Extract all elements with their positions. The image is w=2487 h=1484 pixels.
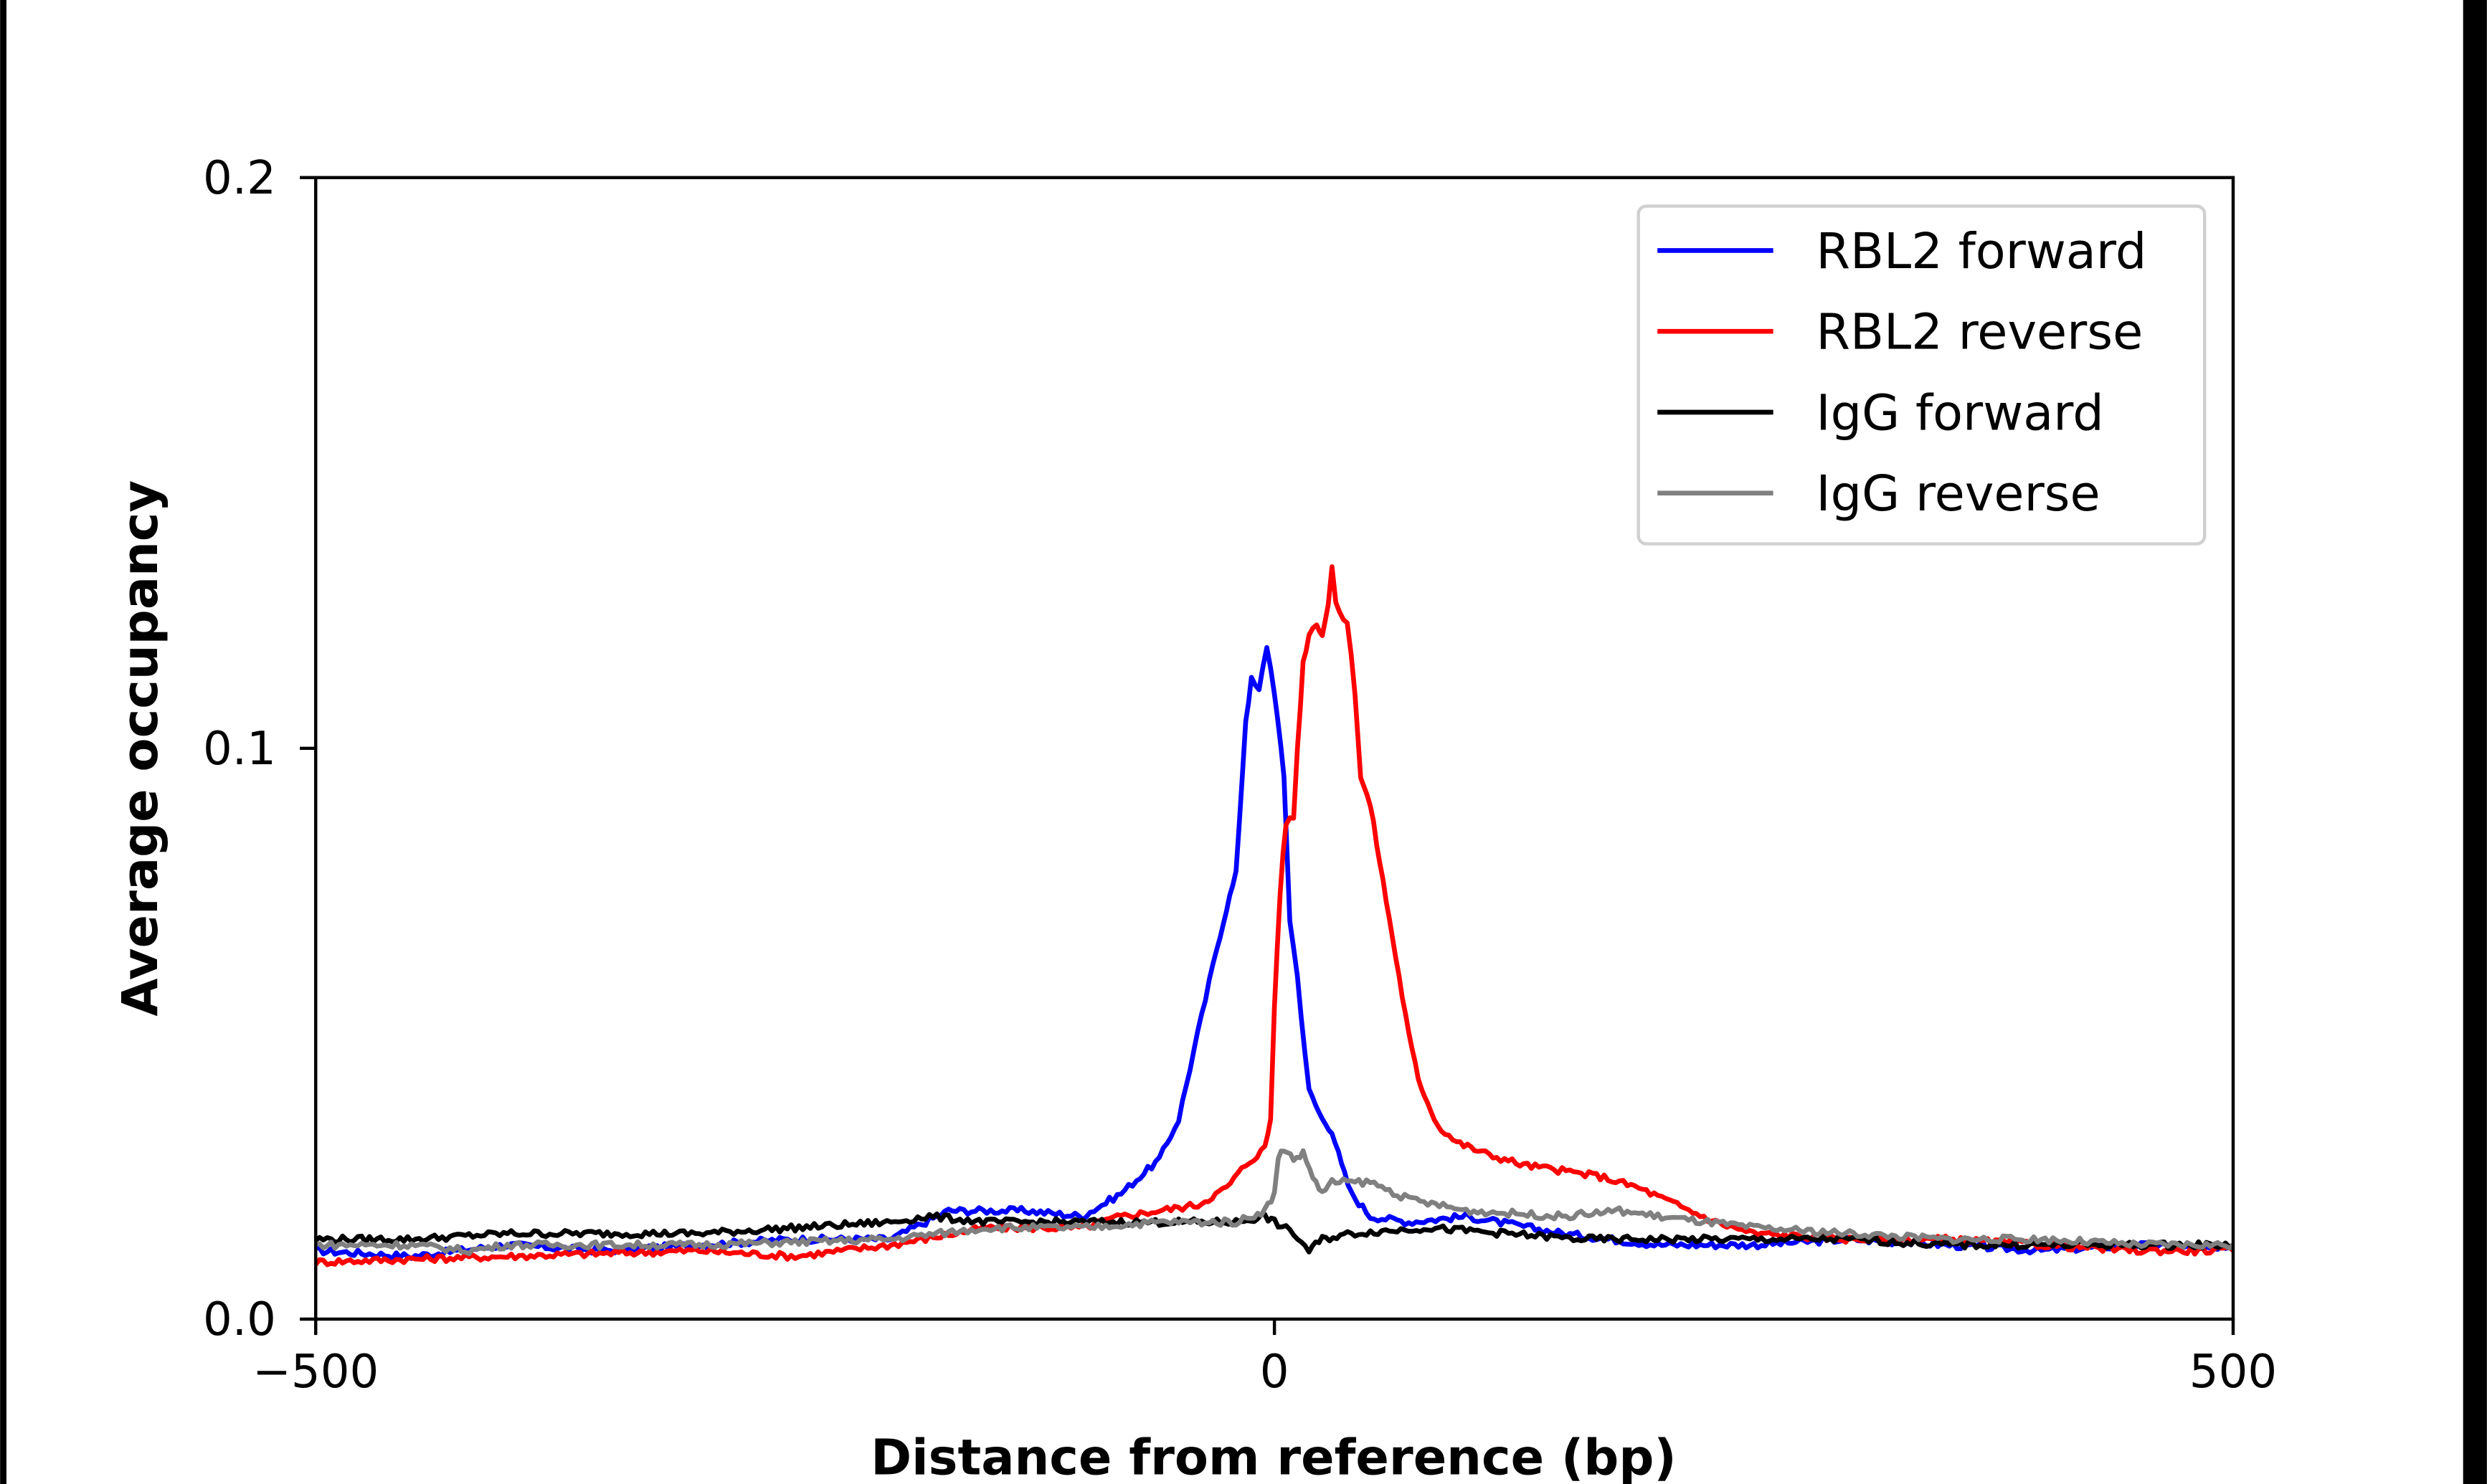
ticks-layer: −500 0 500 0.0 0.1 0.2 [203,151,2277,1399]
series-layer [313,564,2235,1267]
right-border [2463,0,2487,1484]
y-axis-label: Average occupancy [112,480,169,1017]
legend-label: RBL2 forward [1816,223,2146,280]
legend-label: RBL2 reverse [1816,304,2143,361]
y-tick-label: 0.1 [203,722,276,776]
legend-label: IgG reverse [1816,465,2100,523]
left-border [0,0,7,1484]
series-line-rbl2-reverse [313,564,2235,1267]
legend: RBL2 forward RBL2 reverse IgG forward IgG r… [1636,204,2207,546]
series-line-igg-reverse [315,1148,2235,1257]
x-axis-label: Distance from reference (bp) [871,1430,1677,1484]
y-tick-label: 0.0 [203,1293,276,1346]
x-tick-label: 500 [2189,1345,2277,1399]
legend-item: IgG forward [1657,384,2104,442]
legend-box [1636,204,2207,546]
legend-item: IgG reverse [1657,465,2100,523]
y-tick-label: 0.2 [203,151,276,205]
legend-label: IgG forward [1816,384,2103,442]
legend-item: RBL2 forward [1657,223,2146,280]
x-tick-label: −500 [252,1345,379,1399]
x-tick-label: 0 [1260,1345,1289,1399]
series-line-igg-forward [314,1211,2235,1255]
legend-item: RBL2 reverse [1657,304,2143,361]
